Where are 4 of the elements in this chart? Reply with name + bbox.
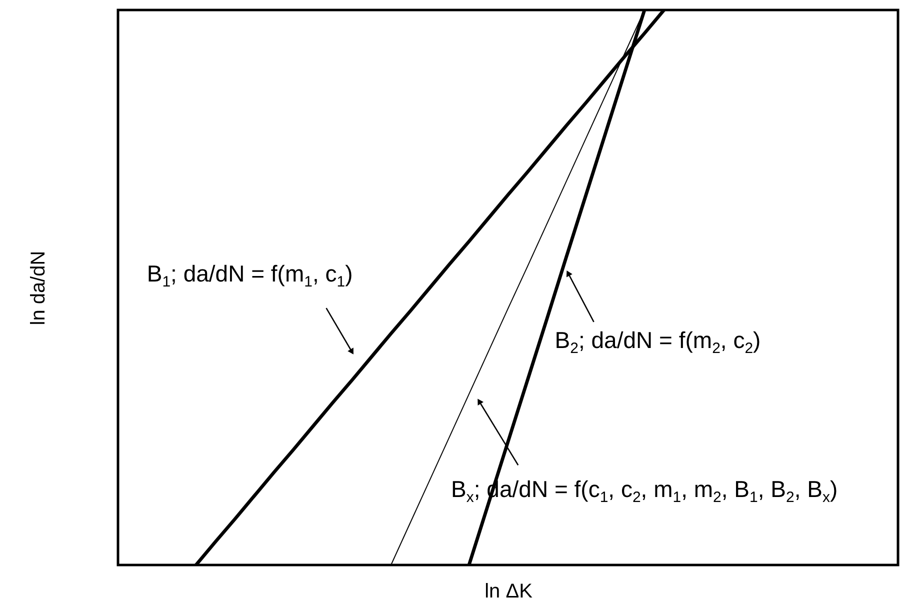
x-axis-title: ln ΔK <box>484 580 534 602</box>
annotation: B$_{1}$; da/dN = f(m$_{1}$, c$_{1}$) <box>146 260 353 290</box>
annotation: B$_{2}$; da/dN = f(m$_{2}$, c$_{2}$) <box>554 326 761 356</box>
y-axis-title: ln da/dN <box>28 250 50 326</box>
